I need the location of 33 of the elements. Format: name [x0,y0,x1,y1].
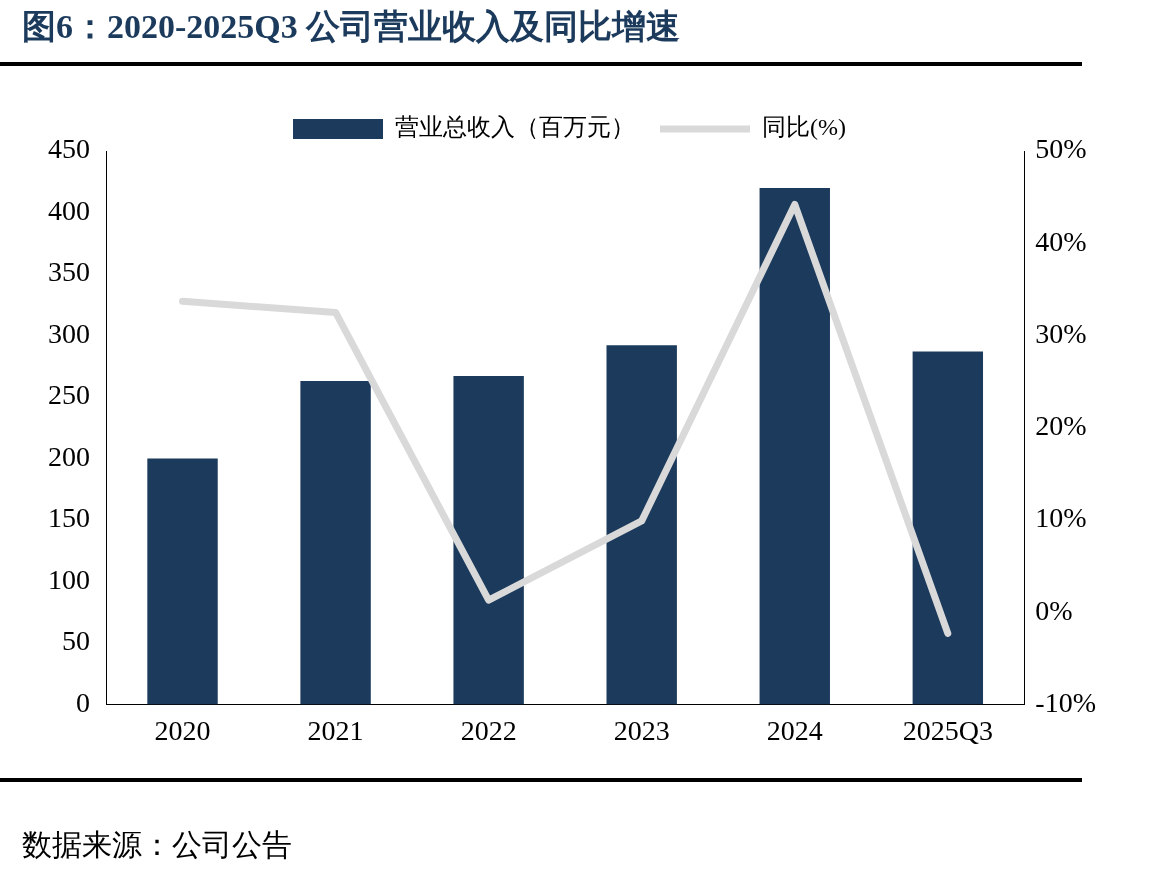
y-tick-label: 200 [48,440,90,472]
legend-label: 营业总收入（百万元） [395,114,636,141]
bar [912,351,984,705]
y-tick-label: 350 [48,256,90,288]
legend-label: 同比(%) [762,114,846,141]
bar [300,380,371,705]
x-tick-label: 2024 [766,714,823,746]
x-tick-label: 2022 [460,714,517,746]
chart-title: 图6：2020-2025Q3 公司营业收入及同比增速 [22,7,681,47]
y-tick-label: 100 [48,563,90,595]
y-tick-label: 0 [76,686,90,718]
y2-tick-label: -10% [1035,686,1097,718]
y-tick-label: 50 [62,625,90,657]
source-note: 数据来源：公司公告 [22,827,292,863]
bar [759,187,830,705]
x-tick-label: 2021 [307,714,364,746]
x-tick-label: 2025Q3 [902,714,993,746]
y2-tick-label: 30% [1035,317,1087,349]
y-tick-label: 400 [48,194,90,226]
bar [453,376,524,705]
y-tick-label: 450 [48,133,90,165]
y-tick-label: 250 [48,379,90,411]
y2-tick-label: 0% [1035,594,1073,626]
y2-tick-label: 50% [1035,133,1087,165]
y2-tick-label: 20% [1035,410,1087,442]
y-tick-label: 300 [48,317,90,349]
y2-tick-label: 10% [1035,502,1087,534]
y-tick-label: 150 [48,502,90,534]
bar [147,458,218,705]
bar [606,345,677,705]
x-tick-label: 2020 [154,714,211,746]
y2-tick-label: 40% [1035,225,1087,257]
x-tick-label: 2023 [613,714,670,746]
